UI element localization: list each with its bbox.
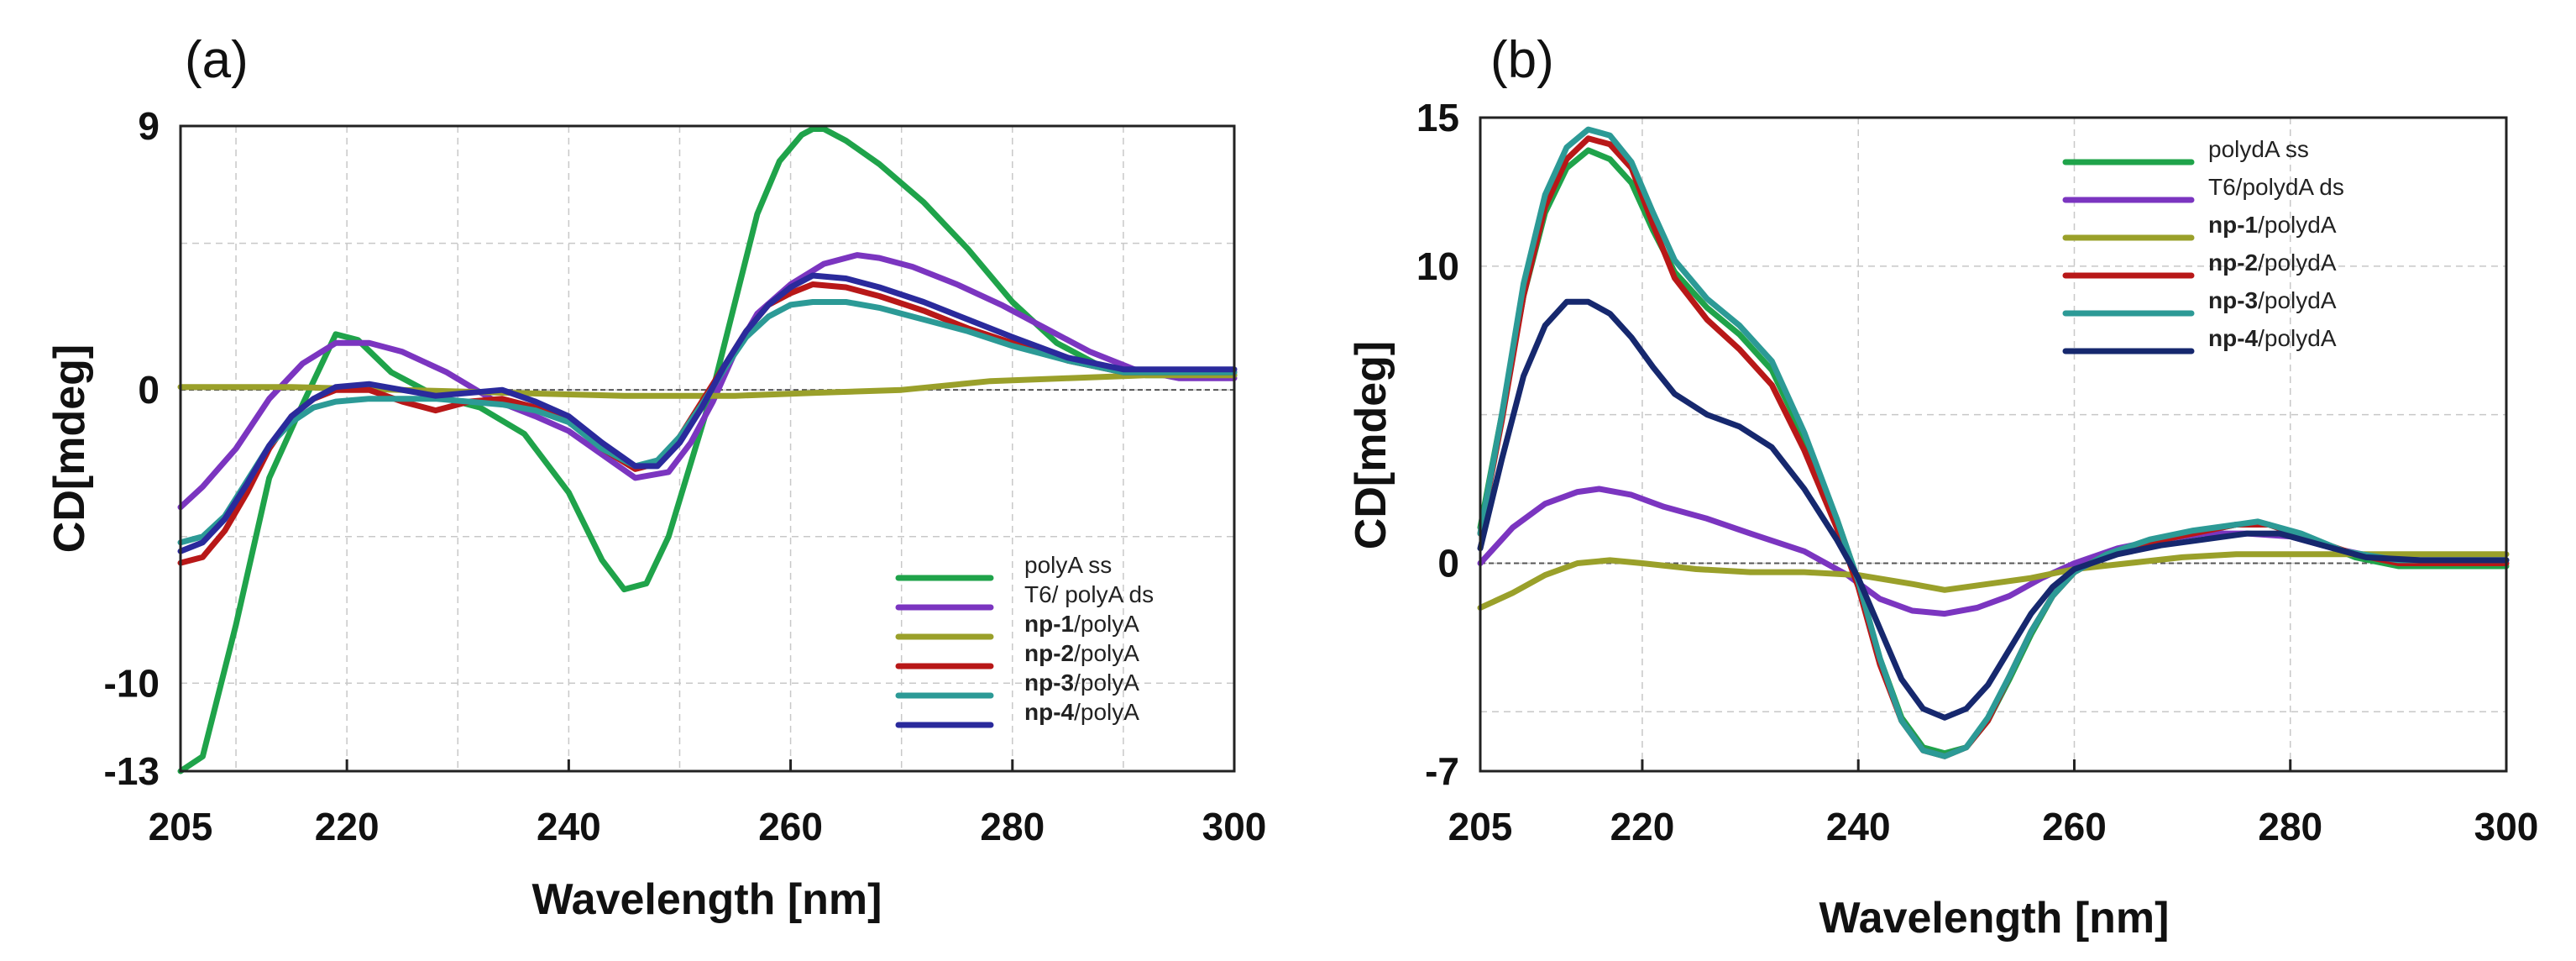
- series-group-b: [1477, 126, 2510, 759]
- legend-label-bold-part: np-1: [2208, 212, 2258, 238]
- x-tick-label: 300: [1202, 805, 1267, 848]
- legend-label: np-2/polydA: [2208, 249, 2337, 276]
- x-tick-label: 220: [315, 805, 380, 848]
- y-tick-label: 0: [1437, 541, 1459, 585]
- x-tick-label: 205: [149, 805, 213, 848]
- y-tick-labels-b: -7 0 10 15: [1416, 96, 1459, 793]
- legend-label: polydA ss: [2208, 136, 2309, 162]
- grid-a: [181, 126, 1235, 771]
- x-tick-label: 205: [1448, 805, 1513, 848]
- x-axis-title-b: Wavelength [nm]: [1819, 894, 2170, 943]
- series-line-np-1-polyda: [1477, 551, 2510, 611]
- legend-label: np-4/polyA: [1024, 699, 1139, 725]
- y-tick-label: 15: [1416, 96, 1459, 139]
- legend-label-rest: /polyA: [1074, 699, 1139, 725]
- plot-frame-a: [179, 124, 1236, 773]
- x-tick-label: 280: [980, 805, 1045, 848]
- legend-label-rest: /polydA: [2258, 249, 2337, 276]
- y-axis-title-b: CD[mdeg]: [1347, 341, 1395, 549]
- legend-label: np-1/polydA: [2208, 212, 2337, 238]
- legend-label-rest: /polydA: [2258, 212, 2337, 238]
- x-tick-label: 300: [2474, 805, 2539, 848]
- legend-label-bold-part: np-4: [2208, 325, 2259, 351]
- y-tick-label: 10: [1416, 244, 1459, 288]
- x-tick-labels-b: 205 220 240 260 280 300: [1448, 759, 2539, 848]
- panel-a: (a) 205 220 240 260 280 300 -13 -10 0 9 Waveleng…: [45, 31, 1266, 924]
- x-tick-label: 280: [2258, 805, 2322, 848]
- legend-label: np-3/polyA: [1024, 670, 1139, 696]
- x-tick-label: 240: [1826, 805, 1891, 848]
- legend-label-bold-part: np-4: [1024, 699, 1075, 725]
- legend-label-rest: /polyA: [1074, 670, 1139, 696]
- panel-b: (b) 205 220 240 260 280 300 -7 0 10 15 Wavelengt…: [1347, 31, 2538, 943]
- legend-label-rest: /polyA: [1074, 640, 1139, 666]
- legend-label-bold-part: np-3: [2208, 287, 2258, 313]
- y-tick-labels-a: -13 -10 0 9: [104, 104, 160, 793]
- y-tick-label: -7: [1425, 749, 1459, 793]
- series-line-np-4-polyda: [1477, 298, 2510, 721]
- legend-label: np-4/polydA: [2208, 325, 2337, 351]
- y-axis-title-a: CD[mdeg]: [45, 344, 94, 553]
- x-tick-label: 260: [2042, 805, 2107, 848]
- series-group-a: [177, 126, 1238, 775]
- panel-b-label: (b): [1490, 31, 1554, 89]
- legend-label-bold-part: np-3: [1024, 670, 1074, 696]
- x-tick-label: 240: [537, 805, 601, 848]
- x-axis-title-a: Wavelength [nm]: [532, 875, 882, 924]
- legend-label: T6/polydA ds: [2208, 174, 2344, 200]
- series-line-t6-polya-ds: [177, 252, 1238, 511]
- y-tick-label: 9: [138, 104, 160, 148]
- legend-label: T6/ polyA ds: [1024, 581, 1154, 607]
- panel-a-label: (a): [185, 31, 249, 89]
- series-line-np-4-polya: [177, 272, 1238, 554]
- y-tick-label: -10: [104, 661, 160, 705]
- y-tick-label: 0: [138, 368, 160, 412]
- y-tick-label: -13: [104, 749, 160, 793]
- x-tick-label: 260: [758, 805, 823, 848]
- plot-area-a: [181, 126, 1234, 771]
- legend-label: np-1/polyA: [1024, 611, 1139, 637]
- legend-label: np-2/polyA: [1024, 640, 1139, 666]
- legend-label-rest: /polydA: [2258, 325, 2337, 351]
- legend-label-bold-part: np-1: [1024, 611, 1074, 637]
- legend-label: np-3/polydA: [2208, 287, 2337, 313]
- legend-label: polyA ss: [1024, 552, 1112, 578]
- legend-label-rest: /polyA: [1074, 611, 1139, 637]
- series-line-np-3-polyda: [1477, 126, 2510, 759]
- legend-label-bold-part: np-2: [2208, 249, 2258, 276]
- legend-label-bold-part: np-2: [1024, 640, 1074, 666]
- x-tick-label: 220: [1610, 805, 1675, 848]
- plot-frame-b: [1479, 116, 2508, 773]
- legend-label-rest: /polydA: [2258, 287, 2337, 313]
- x-tick-labels-a: 205 220 240 260 280 300: [149, 759, 1267, 848]
